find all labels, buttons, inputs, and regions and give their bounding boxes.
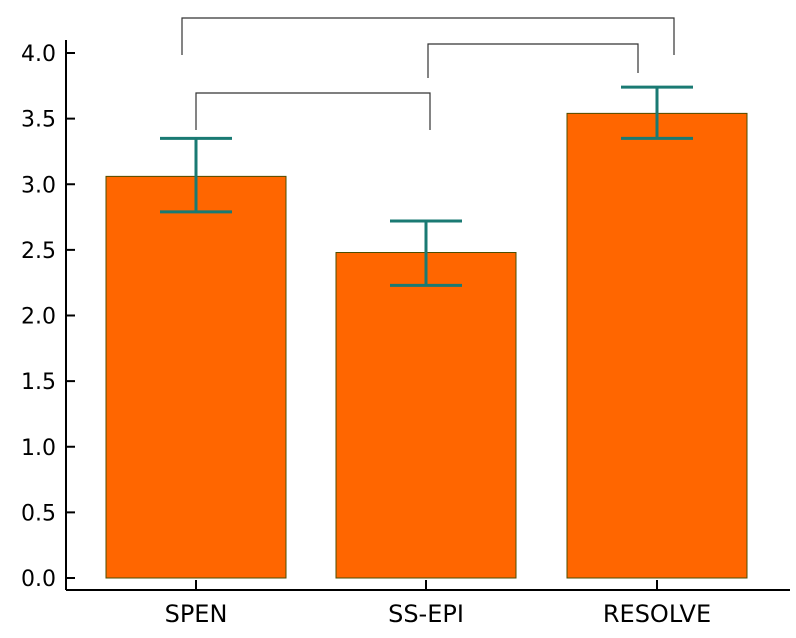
significance-brackets xyxy=(181,17,675,130)
bracket-ssepi-resolve xyxy=(427,43,639,78)
y-tick-label: 3.0 xyxy=(21,173,56,198)
y-tick-label: 3.5 xyxy=(21,108,56,133)
bracket-spen-ssepi xyxy=(195,92,431,130)
bracket-spen-resolve xyxy=(181,17,675,55)
bar-ss-epi xyxy=(335,252,517,579)
bar-resolve xyxy=(566,112,748,579)
bar-spen xyxy=(105,175,287,579)
y-ticks-group: 0.0 0.5 1.0 1.5 2.0 2.5 3.0 3.5 4.0 xyxy=(21,42,75,592)
x-category-label: SS-EPI xyxy=(388,600,464,628)
y-tick-label: 2.0 xyxy=(21,305,56,330)
x-category-label: SPEN xyxy=(165,600,228,628)
bars-group xyxy=(105,112,748,579)
y-tick-label: 4.0 xyxy=(21,42,56,67)
y-tick-label: 1.0 xyxy=(21,436,56,461)
error-bars-group xyxy=(160,85,693,287)
y-tick-label: 0.5 xyxy=(21,501,56,526)
x-labels-group: SPEN SS-EPI RESOLVE xyxy=(165,580,711,628)
y-tick-label: 0.0 xyxy=(21,567,56,592)
y-tick-label: 2.5 xyxy=(21,239,56,264)
x-category-label: RESOLVE xyxy=(603,600,711,628)
y-tick-label: 1.5 xyxy=(21,370,56,395)
